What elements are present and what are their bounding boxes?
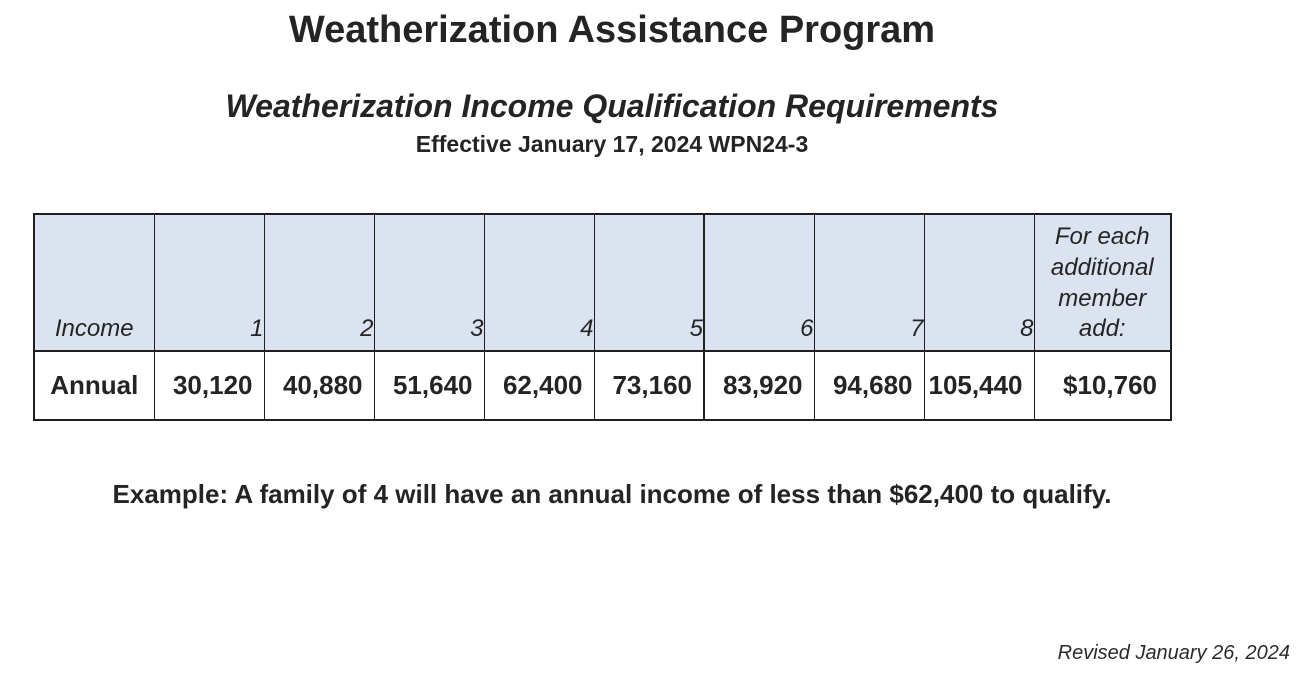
revision-date: Revised January 26, 2024 (1057, 642, 1290, 664)
table-header-row: Income 1 2 3 4 5 6 7 8 For each addition… (33, 213, 1172, 352)
table-data-row: Annual 30,120 40,880 51,640 62,400 73,16… (33, 350, 1172, 422)
document-content: Weatherization Assistance Program Weathe… (0, 8, 1224, 510)
cell-income-size-6: 83,920 (703, 350, 815, 422)
cell-income-size-3: 51,640 (373, 350, 485, 422)
cell-income-size-7: 94,680 (813, 350, 925, 422)
header-cell-income: Income (33, 213, 155, 352)
effective-date-line: Effective January 17, 2024 WPN24-3 (415, 130, 809, 157)
header-cell-size-8: 8 (923, 213, 1035, 352)
header-cell-size-4: 4 (483, 213, 595, 352)
income-qualification-table: Income 1 2 3 4 5 6 7 8 For each addition… (33, 213, 1172, 422)
cell-income-size-5: 73,160 (593, 350, 705, 422)
header-cell-size-7: 7 (813, 213, 925, 352)
header-cell-size-3: 3 (373, 213, 485, 352)
page-subtitle: Weatherization Income Qualification Requ… (225, 87, 999, 124)
cell-income-size-4: 62,400 (483, 350, 595, 422)
header-cell-size-6: 6 (703, 213, 815, 352)
header-cell-size-2: 2 (263, 213, 375, 352)
example-line: Example: A family of 4 will have an annu… (112, 479, 1112, 510)
header-cell-size-1: 1 (153, 213, 265, 352)
header-cell-additional-member: For each additional member add: (1033, 213, 1172, 352)
page-title: Weatherization Assistance Program (288, 9, 936, 51)
cell-income-size-8: 105,440 (923, 350, 1035, 422)
cell-additional-member-amount: $10,760 (1033, 350, 1172, 422)
cell-income-size-2: 40,880 (263, 350, 375, 422)
cell-annual-label: Annual (33, 350, 155, 422)
header-cell-size-5: 5 (593, 213, 705, 352)
cell-income-size-1: 30,120 (153, 350, 265, 422)
